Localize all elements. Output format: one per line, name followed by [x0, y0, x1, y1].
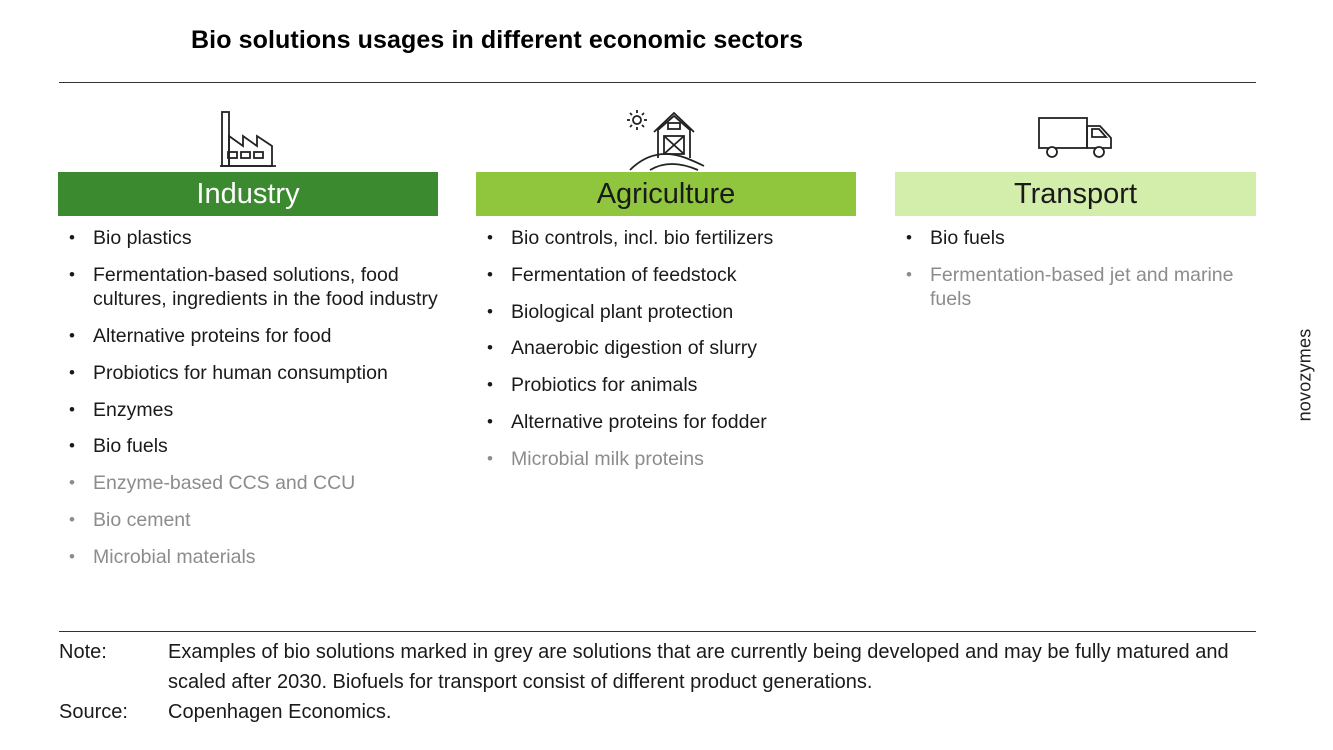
column-transport: Transport Bio fuels Fermentation-based je… — [895, 100, 1256, 324]
list-item: Probiotics for human consumption — [58, 361, 438, 386]
list-item: Bio fuels — [895, 226, 1256, 251]
header-industry: Industry — [58, 172, 438, 216]
source-text: Copenhagen Economics. — [168, 701, 392, 723]
factory-icon — [58, 100, 438, 172]
bottom-divider — [59, 631, 1256, 632]
page-title: Bio solutions usages in different econom… — [191, 26, 804, 54]
list-item: Alternative proteins for food — [58, 324, 438, 349]
agriculture-list: Bio controls, incl. bio fertilizers Ferme… — [476, 226, 856, 471]
list-item: Enzyme-based CCS and CCU — [58, 471, 438, 496]
list-item: Probiotics for animals — [476, 373, 856, 398]
list-item: Bio plastics — [58, 226, 438, 251]
note-text: Examples of bio solutions marked in grey… — [168, 641, 1229, 693]
header-transport: Transport — [895, 172, 1256, 216]
column-agriculture: Agriculture Bio controls, incl. bio fert… — [476, 100, 856, 484]
list-item: Alternative proteins for fodder — [476, 410, 856, 435]
industry-list: Bio plastics Fermentation-based solutions… — [58, 226, 438, 569]
list-item: Fermentation-based solutions, food cultu… — [58, 263, 438, 312]
list-item: Bio controls, incl. bio fertilizers — [476, 226, 856, 251]
transport-list: Bio fuels Fermentation-based jet and mari… — [895, 226, 1256, 312]
brand-logo-text: novozymes — [1294, 328, 1315, 422]
list-item: Anaerobic digestion of slurry — [476, 336, 856, 361]
note-label: Note: — [59, 641, 107, 663]
list-item: Microbial materials — [58, 545, 438, 570]
column-industry: Industry Bio plastics Fermentation-based … — [58, 100, 438, 582]
list-item: Enzymes — [58, 398, 438, 423]
list-item: Fermentation-based jet and marine fuels — [895, 263, 1256, 312]
list-item: Microbial milk proteins — [476, 447, 856, 472]
list-item: Bio fuels — [58, 434, 438, 459]
footnote: Note: Examples of bio solutions marked i… — [59, 637, 1248, 727]
farm-barn-icon — [476, 100, 856, 172]
list-item: Fermentation of feedstock — [476, 263, 856, 288]
source-label: Source: — [59, 701, 128, 723]
truck-icon — [895, 100, 1256, 172]
list-item: Biological plant protection — [476, 300, 856, 325]
top-divider — [59, 82, 1256, 83]
header-agriculture: Agriculture — [476, 172, 856, 216]
list-item: Bio cement — [58, 508, 438, 533]
